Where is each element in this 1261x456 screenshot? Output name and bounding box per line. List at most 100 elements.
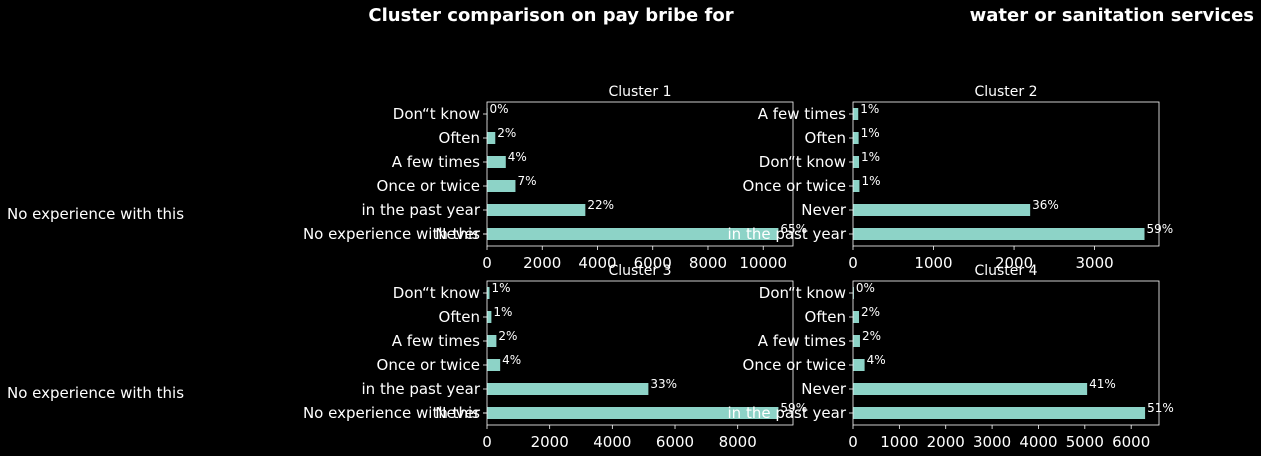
bar-5 — [487, 132, 496, 144]
outside-label-top: No experience with this — [7, 205, 184, 223]
bar-2 — [853, 383, 1088, 395]
data-label: 33% — [650, 377, 677, 391]
data-label: 2% — [861, 305, 880, 319]
x-tick-label: 10000 — [739, 254, 787, 272]
figure-title-left: Cluster comparison on pay bribe for — [368, 5, 733, 26]
y-tick-label: Often — [439, 129, 480, 147]
y-tick-label: Don“t know — [759, 153, 846, 171]
bar-3 — [853, 180, 860, 192]
panel-title: Cluster 3 — [608, 263, 671, 279]
data-label: 59% — [780, 401, 807, 415]
x-tick-label: 4000 — [1019, 433, 1057, 451]
x-tick-label: 0 — [482, 254, 492, 272]
bar-3 — [487, 180, 516, 192]
y-tick-label: in the past year — [362, 201, 481, 219]
y-tick-label: in the past year — [728, 404, 847, 422]
bar-4 — [487, 335, 497, 347]
x-tick-label: 4000 — [593, 433, 631, 451]
x-tick-label: 5000 — [1066, 433, 1104, 451]
data-label: 4% — [502, 353, 521, 367]
y-tick-label: No experience with this — [303, 225, 480, 243]
y-tick-label: Often — [805, 129, 846, 147]
bar-2 — [487, 383, 649, 395]
bar-4 — [853, 335, 860, 347]
panel-title: Cluster 4 — [974, 263, 1037, 279]
panel-cluster-1: Cluster 1 65% 22% 7% 4% 2% 0% No experience wit… — [303, 84, 807, 272]
bar-1 — [853, 407, 1146, 419]
x-tick-label: 8000 — [719, 433, 757, 451]
axes-frame — [852, 280, 1160, 426]
y-tick-label: A few times — [758, 105, 846, 123]
y-tick-label: Never — [435, 225, 481, 243]
axes-frame — [486, 280, 794, 426]
y-tick-label: Once or twice — [377, 356, 480, 374]
data-label: 1% — [861, 126, 880, 140]
x-tick-label: 6000 — [634, 254, 672, 272]
outside-label-bottom: No experience with this — [7, 384, 184, 402]
y-tick-label: A few times — [392, 332, 480, 350]
x-tick-label: 3000 — [973, 433, 1011, 451]
panel-cluster-4: Cluster 4 51% 41% 4% 2% 2% 0% in the past year N… — [728, 263, 1174, 451]
x-tick-label: 1000 — [914, 254, 952, 272]
panel-cluster-3: Cluster 3 59% 33% 4% 2% 1% 1% No experience wit… — [303, 263, 807, 451]
x-tick-label: 2000 — [927, 433, 965, 451]
bar-2 — [487, 204, 586, 216]
x-tick-label: 2000 — [523, 254, 561, 272]
data-label: 36% — [1032, 198, 1059, 212]
data-label: 4% — [508, 150, 527, 164]
x-tick-label: 0 — [482, 433, 492, 451]
y-tick-label: Often — [439, 308, 480, 326]
panel-title: Cluster 1 — [608, 84, 671, 100]
x-tick-label: 0 — [848, 433, 858, 451]
x-tick-label: 6000 — [656, 433, 694, 451]
data-label: 22% — [587, 198, 614, 212]
panel-title: Cluster 2 — [974, 84, 1037, 100]
data-label: 1% — [861, 150, 880, 164]
bar-4 — [853, 156, 860, 168]
data-label: 65% — [780, 222, 807, 236]
data-label: 4% — [867, 353, 886, 367]
bar-1 — [487, 407, 779, 419]
y-tick-label: Once or twice — [743, 177, 846, 195]
y-tick-label: Never — [435, 404, 481, 422]
y-tick-label: in the past year — [728, 225, 847, 243]
axes-frame — [852, 101, 1160, 247]
data-label: 1% — [492, 281, 511, 295]
bar-6 — [853, 287, 854, 299]
x-tick-label: 3000 — [1075, 254, 1113, 272]
data-label: 2% — [497, 126, 516, 140]
data-label: 2% — [498, 329, 517, 343]
bar-6 — [487, 287, 490, 299]
bar-5 — [853, 311, 860, 323]
y-tick-label: Often — [805, 308, 846, 326]
data-label: 1% — [860, 102, 879, 116]
y-tick-label: Never — [801, 380, 847, 398]
bar-5 — [853, 132, 859, 144]
data-label: 1% — [861, 174, 880, 188]
data-label: 0% — [856, 281, 875, 295]
y-tick-label: A few times — [392, 153, 480, 171]
x-tick-label: 1000 — [880, 433, 918, 451]
data-label: 51% — [1147, 401, 1174, 415]
bar-1 — [853, 228, 1145, 240]
data-label: 1% — [493, 305, 512, 319]
y-tick-label: Once or twice — [743, 356, 846, 374]
y-tick-label: Never — [801, 201, 847, 219]
x-tick-label: 0 — [848, 254, 858, 272]
x-tick-label: 6000 — [1112, 433, 1150, 451]
figure-title-right: water or sanitation services — [970, 5, 1254, 26]
bar-4 — [487, 156, 506, 168]
y-tick-label: Don“t know — [393, 284, 480, 302]
panel-cluster-2: Cluster 2 59% 36% 1% 1% 1% 1% in the past year N… — [728, 84, 1174, 272]
data-label: 41% — [1089, 377, 1116, 391]
y-tick-label: Don“t know — [759, 284, 846, 302]
x-tick-label: 8000 — [689, 254, 727, 272]
bar-3 — [487, 359, 501, 371]
bar-2 — [853, 204, 1031, 216]
x-tick-label: 4000 — [578, 254, 616, 272]
y-tick-label: A few times — [758, 332, 846, 350]
data-label: 59% — [1147, 222, 1174, 236]
data-label: 2% — [862, 329, 881, 343]
data-label: 7% — [517, 174, 536, 188]
